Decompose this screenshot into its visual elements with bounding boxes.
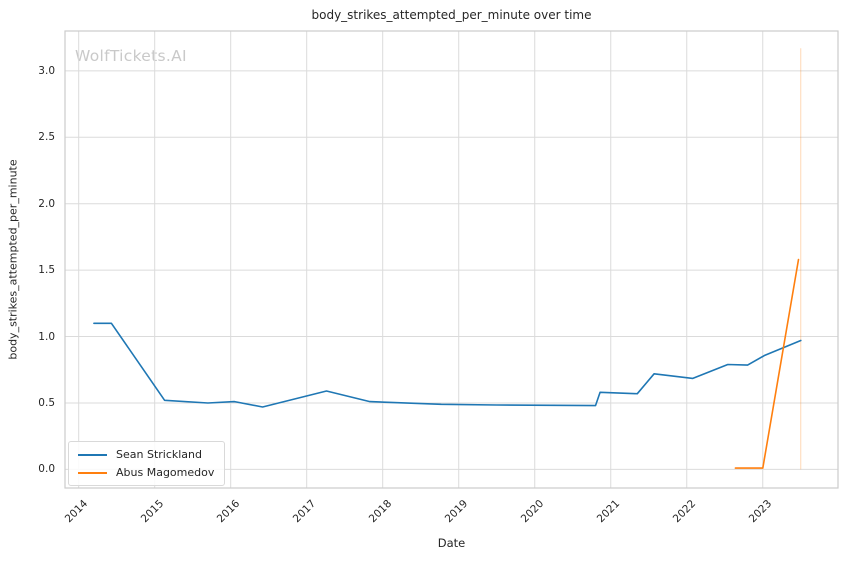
legend: Sean Strickland Abus Magomedov xyxy=(68,441,226,486)
legend-label: Sean Strickland xyxy=(116,448,203,461)
legend-entry-sean-strickland: Sean Strickland xyxy=(78,448,214,461)
line-swatch-icon xyxy=(78,471,107,474)
legend-label: Abus Magomedov xyxy=(116,466,215,479)
watermark: WolfTickets.AI xyxy=(75,47,187,65)
y-tick-label: 2.0 xyxy=(38,197,55,210)
y-tick-label: 0.0 xyxy=(38,463,55,476)
x-axis-label: Date xyxy=(437,536,466,550)
legend-entry-abus-magomedov: Abus Magomedov xyxy=(78,466,214,479)
y-tick-label: 2.5 xyxy=(38,131,55,144)
y-tick-label: 1.5 xyxy=(38,264,55,277)
y-tick-label: 3.0 xyxy=(38,64,55,77)
y-axis-label: body_strikes_attempted_per_minute xyxy=(6,159,20,360)
plot-border xyxy=(64,30,839,489)
y-tick-label: 1.0 xyxy=(38,330,55,343)
chart-title: body_strikes_attempted_per_minute over t… xyxy=(311,8,592,22)
y-tick-label: 0.5 xyxy=(38,396,55,409)
series-line-sean-strickland xyxy=(93,322,802,408)
line-swatch-icon xyxy=(78,453,107,456)
series-line-abus-magomedov xyxy=(734,258,800,469)
